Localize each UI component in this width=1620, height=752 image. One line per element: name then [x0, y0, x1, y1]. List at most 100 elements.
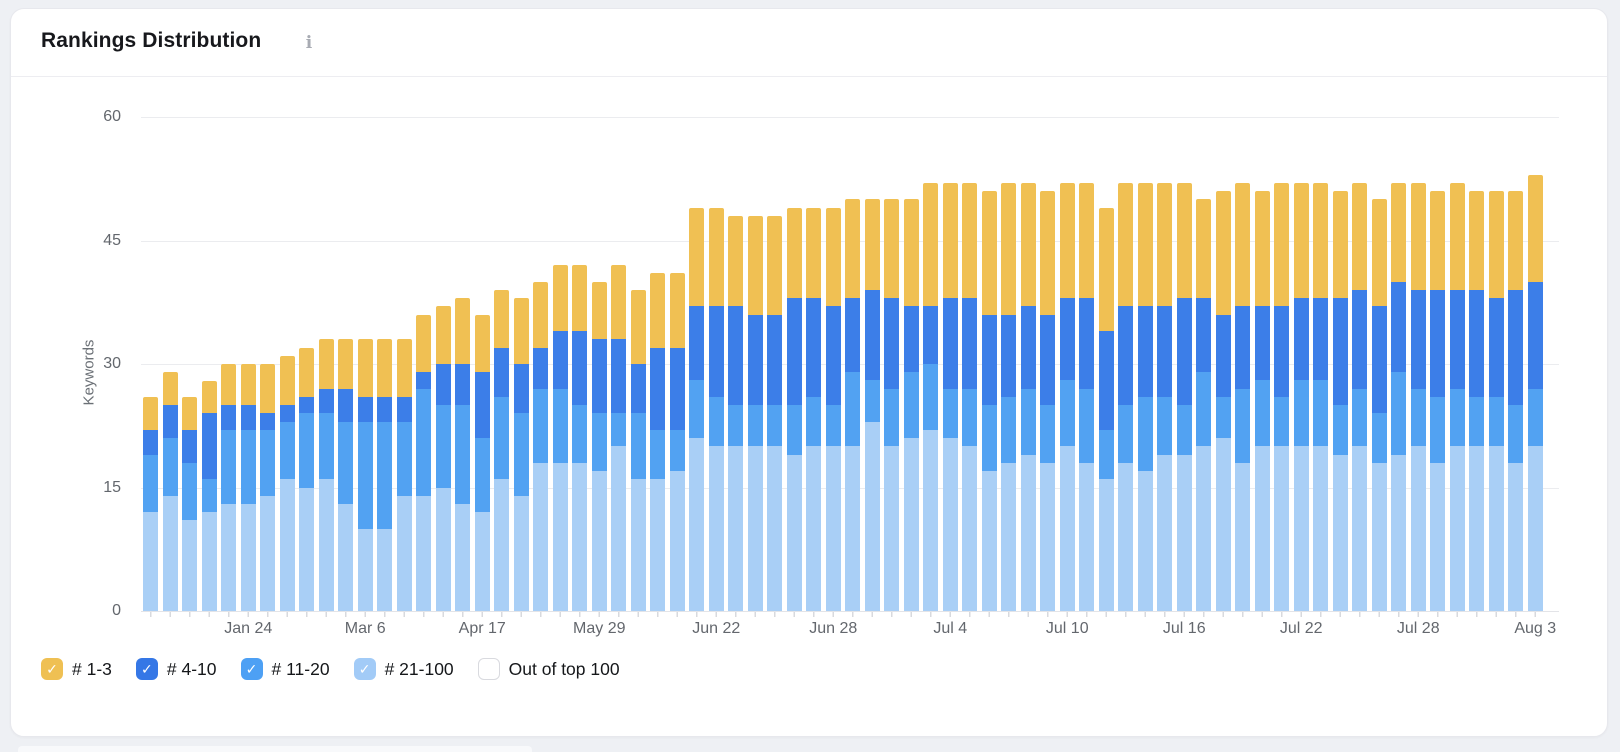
bar[interactable] — [591, 117, 607, 611]
bar[interactable] — [884, 117, 900, 611]
legend-item-21-100[interactable]: ✓ # 21-100 — [353, 658, 454, 680]
legend-item-4-10[interactable]: ✓ # 4-10 — [135, 658, 217, 680]
bar[interactable] — [455, 117, 471, 611]
bar[interactable] — [747, 117, 763, 611]
bar[interactable] — [1469, 117, 1485, 611]
bar[interactable] — [981, 117, 997, 611]
bar[interactable] — [494, 117, 510, 611]
checked-checkbox-icon[interactable]: ✓ — [41, 658, 63, 680]
bar[interactable] — [1001, 117, 1017, 611]
bar[interactable] — [552, 117, 568, 611]
bar-segment-1-3 — [260, 364, 276, 414]
bar[interactable] — [201, 117, 217, 611]
bar[interactable] — [357, 117, 373, 611]
bar-segment-4-10 — [533, 347, 549, 389]
bar[interactable] — [1137, 117, 1153, 611]
bar[interactable] — [396, 117, 412, 611]
bar[interactable] — [1079, 117, 1095, 611]
bar[interactable] — [1391, 117, 1407, 611]
bar[interactable] — [786, 117, 802, 611]
bar[interactable] — [474, 117, 490, 611]
bar[interactable] — [1235, 117, 1251, 611]
bar[interactable] — [1371, 117, 1387, 611]
bar-segment-1-3 — [1040, 191, 1056, 315]
bar[interactable] — [1430, 117, 1446, 611]
bar[interactable] — [1527, 117, 1543, 611]
bar[interactable] — [1196, 117, 1212, 611]
bar[interactable] — [825, 117, 841, 611]
bar[interactable] — [767, 117, 783, 611]
bar[interactable] — [903, 117, 919, 611]
bar-segment-4-10 — [1001, 314, 1017, 397]
bar[interactable] — [435, 117, 451, 611]
bar[interactable] — [1176, 117, 1192, 611]
bar[interactable] — [962, 117, 978, 611]
bar[interactable] — [221, 117, 237, 611]
bar[interactable] — [1293, 117, 1309, 611]
bar[interactable] — [864, 117, 880, 611]
info-icon[interactable]: i — [305, 33, 313, 53]
bar[interactable] — [1410, 117, 1426, 611]
bar[interactable] — [1118, 117, 1134, 611]
bar[interactable] — [728, 117, 744, 611]
checked-checkbox-icon[interactable]: ✓ — [135, 658, 158, 680]
bar[interactable] — [182, 117, 198, 611]
bar[interactable] — [299, 117, 315, 611]
bar[interactable] — [279, 117, 295, 611]
bar[interactable] — [143, 117, 159, 611]
bar[interactable] — [806, 117, 822, 611]
bar[interactable] — [1508, 117, 1524, 611]
bar-segment-21-100 — [1118, 462, 1134, 611]
bar-segment-21-100 — [981, 471, 997, 611]
checked-checkbox-icon[interactable]: ✓ — [240, 658, 263, 680]
bar-segment-11-20 — [162, 438, 178, 496]
bar[interactable] — [1157, 117, 1173, 611]
bar[interactable] — [240, 117, 256, 611]
bar[interactable] — [162, 117, 178, 611]
bar-segment-1-3 — [416, 314, 432, 373]
bar[interactable] — [260, 117, 276, 611]
bar[interactable] — [1020, 117, 1036, 611]
checked-checkbox-icon[interactable]: ✓ — [353, 658, 376, 680]
legend-item-1-3[interactable]: ✓ # 1-3 — [41, 658, 112, 680]
bar[interactable] — [630, 117, 646, 611]
bar-segment-1-3 — [806, 207, 822, 299]
bar[interactable] — [533, 117, 549, 611]
bar[interactable] — [1215, 117, 1231, 611]
bar[interactable] — [1059, 117, 1075, 611]
bar[interactable] — [318, 117, 334, 611]
bar-segment-1-3 — [474, 314, 490, 373]
bar[interactable] — [1254, 117, 1270, 611]
bar[interactable] — [1488, 117, 1504, 611]
bar-segment-1-3 — [299, 347, 315, 397]
legend-item-outoftop100[interactable]: Out of top 100 — [477, 658, 620, 680]
card-header: Rankings Distribution i — [11, 9, 1607, 77]
bar[interactable] — [689, 117, 705, 611]
bar-segment-11-20 — [240, 429, 256, 504]
unchecked-checkbox-icon[interactable] — [477, 658, 500, 680]
bar[interactable] — [572, 117, 588, 611]
bar[interactable] — [1040, 117, 1056, 611]
bar[interactable] — [942, 117, 958, 611]
bar-segment-1-3 — [377, 339, 393, 397]
bar[interactable] — [923, 117, 939, 611]
bar[interactable] — [1313, 117, 1329, 611]
bar[interactable] — [1332, 117, 1348, 611]
bar[interactable] — [1449, 117, 1465, 611]
bar-segment-1-3 — [435, 306, 451, 365]
bar[interactable] — [338, 117, 354, 611]
bar-segment-4-10 — [1079, 298, 1095, 389]
bar[interactable] — [513, 117, 529, 611]
bar[interactable] — [650, 117, 666, 611]
bar[interactable] — [708, 117, 724, 611]
bar[interactable] — [377, 117, 393, 611]
bar[interactable] — [669, 117, 685, 611]
legend-item-11-20[interactable]: ✓ # 11-20 — [240, 658, 330, 680]
bar[interactable] — [845, 117, 861, 611]
bar[interactable] — [1098, 117, 1114, 611]
bar[interactable] — [1352, 117, 1368, 611]
bar[interactable] — [1274, 117, 1290, 611]
bar[interactable] — [611, 117, 627, 611]
bar-segment-4-10 — [630, 364, 646, 414]
bar[interactable] — [416, 117, 432, 611]
